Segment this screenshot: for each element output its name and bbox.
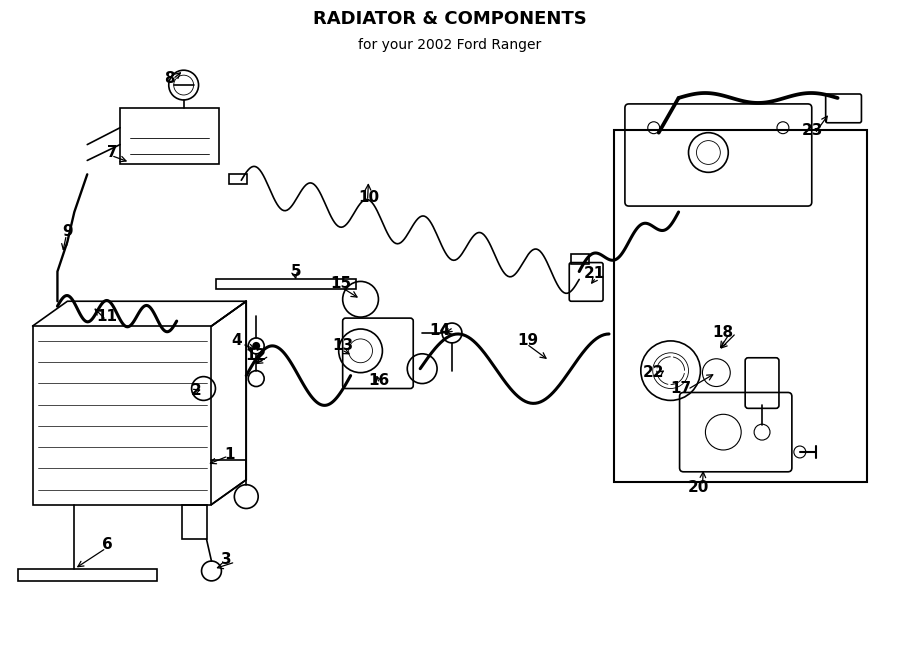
Text: 15: 15 xyxy=(330,276,351,291)
Text: 10: 10 xyxy=(358,190,379,205)
Text: 9: 9 xyxy=(62,224,73,239)
Text: 3: 3 xyxy=(221,551,231,566)
Text: 21: 21 xyxy=(583,266,605,281)
Text: 7: 7 xyxy=(107,145,117,160)
Text: 14: 14 xyxy=(429,323,451,338)
Bar xyxy=(614,130,868,482)
Text: 2: 2 xyxy=(191,383,202,398)
Text: 1: 1 xyxy=(224,447,235,463)
Text: 17: 17 xyxy=(670,381,691,396)
Bar xyxy=(572,254,590,264)
Text: 19: 19 xyxy=(517,333,538,348)
Text: 20: 20 xyxy=(688,480,709,495)
Text: 8: 8 xyxy=(165,71,176,86)
Text: 6: 6 xyxy=(102,537,112,552)
Text: 22: 22 xyxy=(643,365,664,380)
Text: 4: 4 xyxy=(231,333,241,348)
Text: 18: 18 xyxy=(713,325,734,340)
Text: for your 2002 Ford Ranger: for your 2002 Ford Ranger xyxy=(358,38,542,52)
Text: 23: 23 xyxy=(802,123,824,138)
Circle shape xyxy=(252,342,260,350)
Text: 5: 5 xyxy=(291,264,302,279)
Bar xyxy=(230,175,248,184)
Text: 13: 13 xyxy=(332,338,353,354)
Text: 16: 16 xyxy=(368,373,389,388)
Text: 12: 12 xyxy=(246,348,266,364)
Text: 11: 11 xyxy=(96,309,118,324)
Text: RADIATOR & COMPONENTS: RADIATOR & COMPONENTS xyxy=(313,10,587,28)
